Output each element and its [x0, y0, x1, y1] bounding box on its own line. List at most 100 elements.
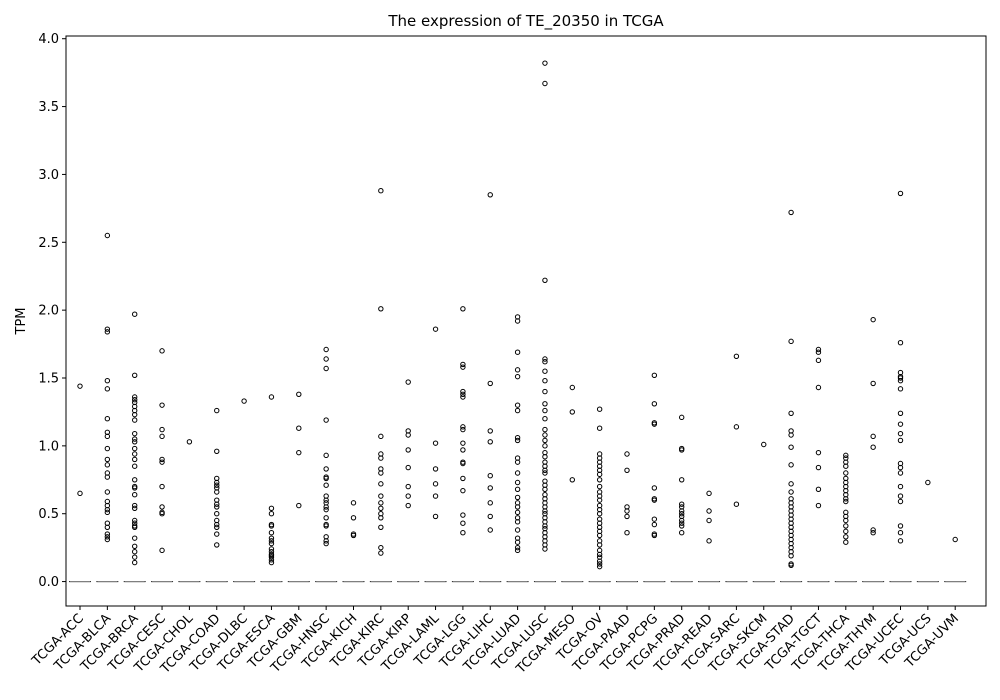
box-tcga-thca	[834, 452, 857, 583]
outlier-point	[378, 544, 384, 551]
outlier-point	[706, 508, 712, 514]
outlier-point	[514, 494, 521, 501]
outlier-point	[542, 378, 548, 384]
outlier-point	[624, 451, 630, 457]
outlier-point	[514, 459, 521, 465]
outlier-point	[542, 401, 548, 407]
box-tcga-dlbc	[233, 398, 256, 583]
outlier-point	[104, 456, 111, 463]
outlier-point	[268, 535, 275, 541]
outlier-point	[870, 444, 876, 450]
outlier-point	[897, 378, 904, 384]
outlier-point	[870, 380, 876, 387]
outlier-point	[350, 515, 357, 521]
outlier-point	[323, 452, 329, 459]
outlier-point	[378, 500, 384, 506]
outlier-point	[542, 508, 548, 514]
outlier-point	[132, 524, 138, 530]
box-tcga-luad	[506, 314, 529, 583]
outlier-point	[132, 543, 138, 549]
outlier-point	[159, 459, 165, 465]
outlier-point	[788, 562, 794, 568]
outlier-point	[378, 550, 384, 556]
outlier-point	[460, 424, 466, 430]
outlier-point	[679, 447, 685, 453]
outlier-point	[569, 384, 575, 391]
outlier-point	[186, 439, 193, 445]
outlier-point	[487, 439, 493, 445]
outlier-point	[897, 470, 904, 476]
outlier-point	[132, 559, 138, 566]
box-tcga-sarc	[725, 353, 748, 583]
outlier-point	[77, 383, 83, 389]
outlier-point	[323, 523, 329, 529]
outlier-point	[214, 511, 220, 517]
box-tcga-uvm	[944, 536, 967, 583]
outlier-point	[514, 519, 521, 525]
outlier-point	[159, 433, 165, 440]
outlier-point	[104, 536, 111, 543]
outlier-point	[843, 470, 849, 476]
box-tcga-lihc	[479, 192, 502, 583]
outlier-point	[323, 504, 329, 510]
outlier-point	[815, 357, 822, 364]
outlier-point	[679, 414, 685, 421]
outlier-point	[542, 356, 548, 362]
outlier-point	[542, 388, 548, 395]
outlier-point	[596, 425, 603, 431]
outlier-point	[897, 464, 904, 471]
box-tcga-kirc	[369, 188, 392, 583]
outlier-point	[460, 460, 466, 467]
outlier-point	[897, 498, 904, 505]
outlier-point	[679, 530, 685, 536]
outlier-point	[542, 359, 548, 365]
outlier-point	[323, 506, 329, 513]
outlier-point	[268, 511, 275, 517]
outlier-point	[214, 521, 220, 528]
outlier-point	[651, 521, 658, 528]
outlier-point	[104, 474, 111, 480]
outlier-point	[870, 527, 876, 533]
box-tcga-ucec	[889, 190, 912, 583]
outlier-point	[788, 338, 794, 345]
outlier-point	[378, 455, 384, 461]
outlier-point	[323, 365, 329, 372]
outlier-point	[788, 462, 794, 468]
outlier-point	[378, 433, 384, 440]
outlier-point	[460, 530, 466, 536]
outlier-point	[460, 426, 466, 433]
outlier-point	[159, 402, 165, 408]
outlier-point	[214, 479, 220, 486]
outlier-point	[843, 463, 849, 469]
outlier-point	[432, 481, 439, 487]
outlier-point	[104, 445, 111, 452]
outlier-point	[296, 449, 302, 456]
outlier-point	[132, 477, 138, 483]
outlier-point	[214, 407, 220, 414]
outlier-point	[104, 416, 111, 422]
outlier-point	[405, 447, 411, 453]
outlier-point	[514, 435, 521, 441]
outlier-point	[651, 516, 658, 522]
outlier-point	[679, 517, 685, 524]
outlier-point	[843, 534, 849, 540]
outlier-point	[460, 520, 466, 526]
outlier-point	[596, 497, 603, 503]
box-tcga-blca	[96, 232, 119, 583]
outlier-point	[514, 509, 521, 516]
outlier-point	[514, 544, 521, 551]
outlier-point	[596, 471, 603, 478]
outlier-point	[460, 361, 466, 368]
outlier-point	[870, 316, 876, 323]
y-axis: 0.0 0.5 1.0 1.5 2.0 2.5 3.0 3.5 4.0	[38, 32, 66, 590]
outlier-point	[132, 397, 138, 403]
outlier-point	[843, 523, 849, 529]
outlier-point	[514, 402, 521, 408]
outlier-point	[159, 426, 165, 433]
outlier-point	[159, 511, 165, 517]
outlier-point	[542, 60, 548, 66]
outlier-point	[104, 489, 111, 495]
outlier-point	[514, 318, 521, 324]
outlier-point	[897, 421, 904, 427]
outlier-point	[596, 551, 603, 558]
